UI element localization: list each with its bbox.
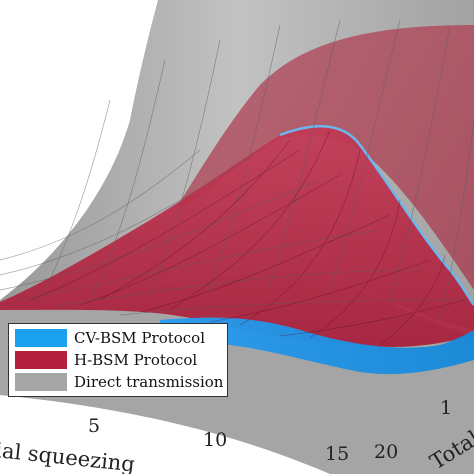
h-bsm-back-surface: [175, 25, 474, 290]
legend-label: CV-BSM Protocol: [74, 329, 206, 347]
legend-swatch-direct: [15, 373, 67, 391]
x-tick-label: 10: [203, 429, 227, 451]
y-tick-label: 1: [440, 397, 452, 419]
legend-item-cv-bsm: CV-BSM Protocol: [15, 327, 205, 349]
h-bsm-front-fill: [0, 126, 474, 347]
surface-mesh: [0, 19, 474, 321]
cv-bsm-fill: [160, 317, 474, 375]
h-bsm-ridge: [279, 125, 474, 306]
h-bsm-back-fill: [175, 25, 474, 290]
x-tick-label: 5: [88, 415, 100, 437]
x-axis-label: Initial squeezing: [0, 434, 136, 474]
h-bsm-front-surface: [0, 125, 474, 347]
legend-label: Direct transmission: [74, 373, 224, 391]
cv-bsm-surface: [160, 317, 474, 375]
legend-swatch-h-bsm: [15, 351, 67, 369]
legend-label: H-BSM Protocol: [74, 351, 198, 369]
y-tick-label: 20: [374, 441, 398, 463]
legend-item-direct: Direct transmission: [15, 371, 223, 393]
legend-item-h-bsm: H-BSM Protocol: [15, 349, 197, 371]
legend: CV-BSM Protocol H-BSM Protocol Direct tr…: [8, 323, 228, 397]
surface-mesh-front: [29, 129, 466, 346]
legend-swatch-cv-bsm: [15, 329, 67, 347]
x-tick-label: 15: [325, 443, 349, 465]
